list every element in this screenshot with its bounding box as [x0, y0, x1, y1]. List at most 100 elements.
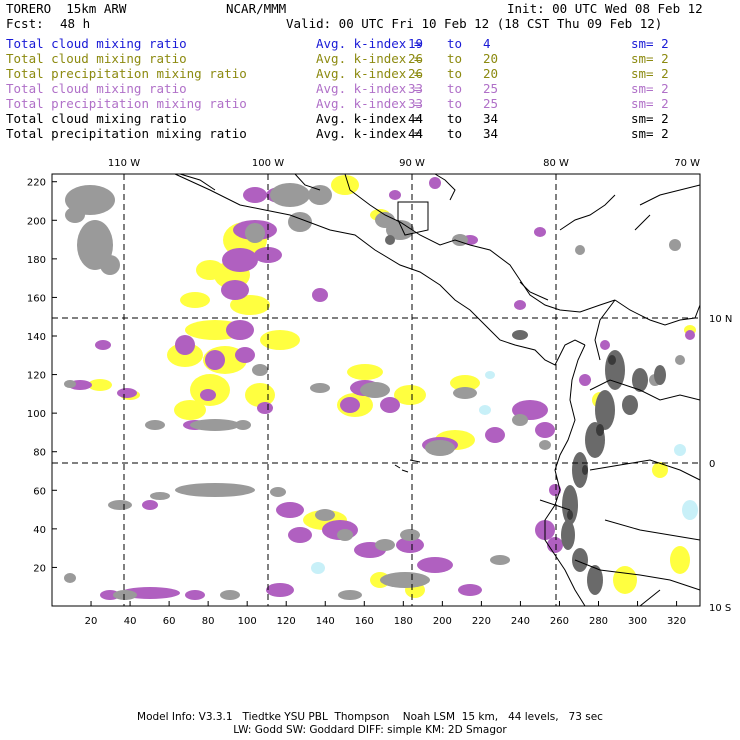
legend-to: to	[447, 96, 463, 111]
legend-sm: sm= 2	[631, 96, 669, 111]
legend-to: to	[447, 36, 463, 51]
y-tick-labels: 20 40 60 80 100 120 140 160 180 200 220	[27, 178, 46, 575]
legend-row: Total cloud mixing ratio Avg. k-index = 33…	[6, 81, 736, 96]
legend-kindex: Avg. k-index =	[316, 36, 422, 51]
legend-to: to	[447, 66, 463, 81]
lat-label-10s: 10 S	[709, 603, 731, 614]
legend-to: to	[447, 51, 463, 66]
y-tick-label: 120	[27, 371, 46, 382]
forecast-label: Fcst:	[6, 16, 44, 31]
legend-sm: sm= 2	[631, 36, 669, 51]
y-tick-label: 160	[27, 293, 46, 304]
legend-hi: 44	[408, 111, 424, 126]
lat-label-0: 0	[709, 459, 715, 470]
x-tick-label: 40	[124, 616, 137, 627]
x-tick-label: 300	[628, 616, 647, 627]
organization-label: NCAR/MMM	[226, 1, 287, 16]
legend-sm: sm= 2	[631, 51, 669, 66]
x-tick-label: 320	[667, 616, 686, 627]
lon-label-110w: 110 W	[108, 158, 140, 169]
legend-sm: sm= 2	[631, 81, 669, 96]
cyan-cloud-layer	[311, 371, 698, 574]
lon-label-100w: 100 W	[252, 158, 284, 169]
legend-sm: sm= 2	[631, 126, 669, 141]
valid-time: Valid: 00 UTC Fri 10 Feb 12 (18 CST Thu …	[286, 16, 663, 31]
y-tick-label: 200	[27, 216, 46, 227]
legend-lo: 4	[483, 36, 491, 51]
legend-kindex: Avg. k-index =	[316, 96, 422, 111]
legend-row: Total cloud mixing ratio Avg. k-index = 26…	[6, 51, 736, 66]
x-tick-label: 80	[202, 616, 215, 627]
x-tick-label: 200	[433, 616, 452, 627]
legend-field: Total precipitation mixing ratio	[6, 96, 247, 111]
legend-field: Total cloud mixing ratio	[6, 81, 187, 96]
legend-row: Total cloud mixing ratio Avg. k-index = 44…	[6, 111, 736, 126]
legend-lo: 25	[483, 81, 499, 96]
legend-hi: 33	[408, 81, 424, 96]
legend-hi: 26	[408, 51, 424, 66]
x-tick-label: 120	[277, 616, 296, 627]
legend-kindex: Avg. k-index =	[316, 51, 422, 66]
legend-hi: 26	[408, 66, 424, 81]
legend-lo: 20	[483, 66, 499, 81]
legend-hi: 19	[408, 36, 424, 51]
legend-row: Total precipitation mixing ratio Avg. k-i…	[6, 66, 736, 81]
legend-row: Total precipitation mixing ratio Avg. k-i…	[6, 126, 736, 141]
legend-field: Total precipitation mixing ratio	[6, 126, 247, 141]
legend-lo: 34	[483, 126, 499, 141]
legend-to: to	[447, 126, 463, 141]
y-tick-label: 180	[27, 255, 46, 266]
y-tick-label: 220	[27, 178, 46, 189]
lat-label-10n: 10 N	[709, 314, 732, 325]
x-tick-label: 220	[472, 616, 491, 627]
model-title: TORERO 15km ARW	[6, 1, 127, 16]
legend-field: Total precipitation mixing ratio	[6, 66, 247, 81]
legend-kindex: Avg. k-index =	[316, 111, 422, 126]
y-tick-label: 40	[33, 525, 46, 536]
legend-row: Total cloud mixing ratio Avg. k-index = 19…	[6, 36, 736, 51]
legend-lo: 25	[483, 96, 499, 111]
x-tick-label: 140	[316, 616, 335, 627]
legend-row: Total precipitation mixing ratio Avg. k-i…	[6, 96, 736, 111]
x-tick-label: 260	[550, 616, 569, 627]
legend-kindex: Avg. k-index =	[316, 66, 422, 81]
legend-hi: 44	[408, 126, 424, 141]
lon-label-80w: 80 W	[543, 158, 569, 169]
model-info-line1: Model Info: V3.3.1 Tiedtke YSU PBL Thomp…	[137, 711, 603, 723]
x-tick-label: 160	[355, 616, 374, 627]
legend-field: Total cloud mixing ratio	[6, 36, 187, 51]
legend-kindex: Avg. k-index =	[316, 81, 422, 96]
x-tick-label: 20	[85, 616, 98, 627]
forecast-hours: 48 h	[60, 16, 91, 31]
x-tick-label: 280	[589, 616, 608, 627]
y-tick-label: 20	[33, 563, 46, 574]
x-tick-label: 240	[511, 616, 530, 627]
legend-to: to	[447, 111, 463, 126]
gray-cloud-layer	[64, 183, 685, 600]
x-tick-label: 60	[163, 616, 176, 627]
graticule	[52, 174, 700, 606]
legend-hi: 33	[408, 96, 424, 111]
x-tick-label: 100	[238, 616, 257, 627]
black-cloud-layer	[567, 355, 616, 520]
model-info-line2: LW: Godd SW: Goddard DIFF: simple KM: 2D…	[233, 724, 507, 736]
y-tick-label: 140	[27, 332, 46, 343]
init-time: Init: 00 UTC Wed 08 Feb 12	[507, 1, 703, 16]
legend-to: to	[447, 81, 463, 96]
lon-label-90w: 90 W	[399, 158, 425, 169]
legend-field: Total cloud mixing ratio	[6, 111, 187, 126]
legend-sm: sm= 2	[631, 111, 669, 126]
legend-sm: sm= 2	[631, 66, 669, 81]
lon-label-70w: 70 W	[674, 158, 700, 169]
x-tick-label: 180	[394, 616, 413, 627]
y-tick-label: 80	[33, 448, 46, 459]
y-tick-label: 100	[27, 409, 46, 420]
legend-kindex: Avg. k-index =	[316, 126, 422, 141]
dark-cloud-layer	[385, 235, 666, 595]
legend-field: Total cloud mixing ratio	[6, 51, 187, 66]
legend-lo: 34	[483, 111, 499, 126]
tick-marks	[52, 181, 678, 606]
x-tick-labels: 20 40 60 80 100 120 140 160 180 200 220 240 260 280 30…	[85, 616, 686, 627]
y-tick-label: 60	[33, 486, 46, 497]
